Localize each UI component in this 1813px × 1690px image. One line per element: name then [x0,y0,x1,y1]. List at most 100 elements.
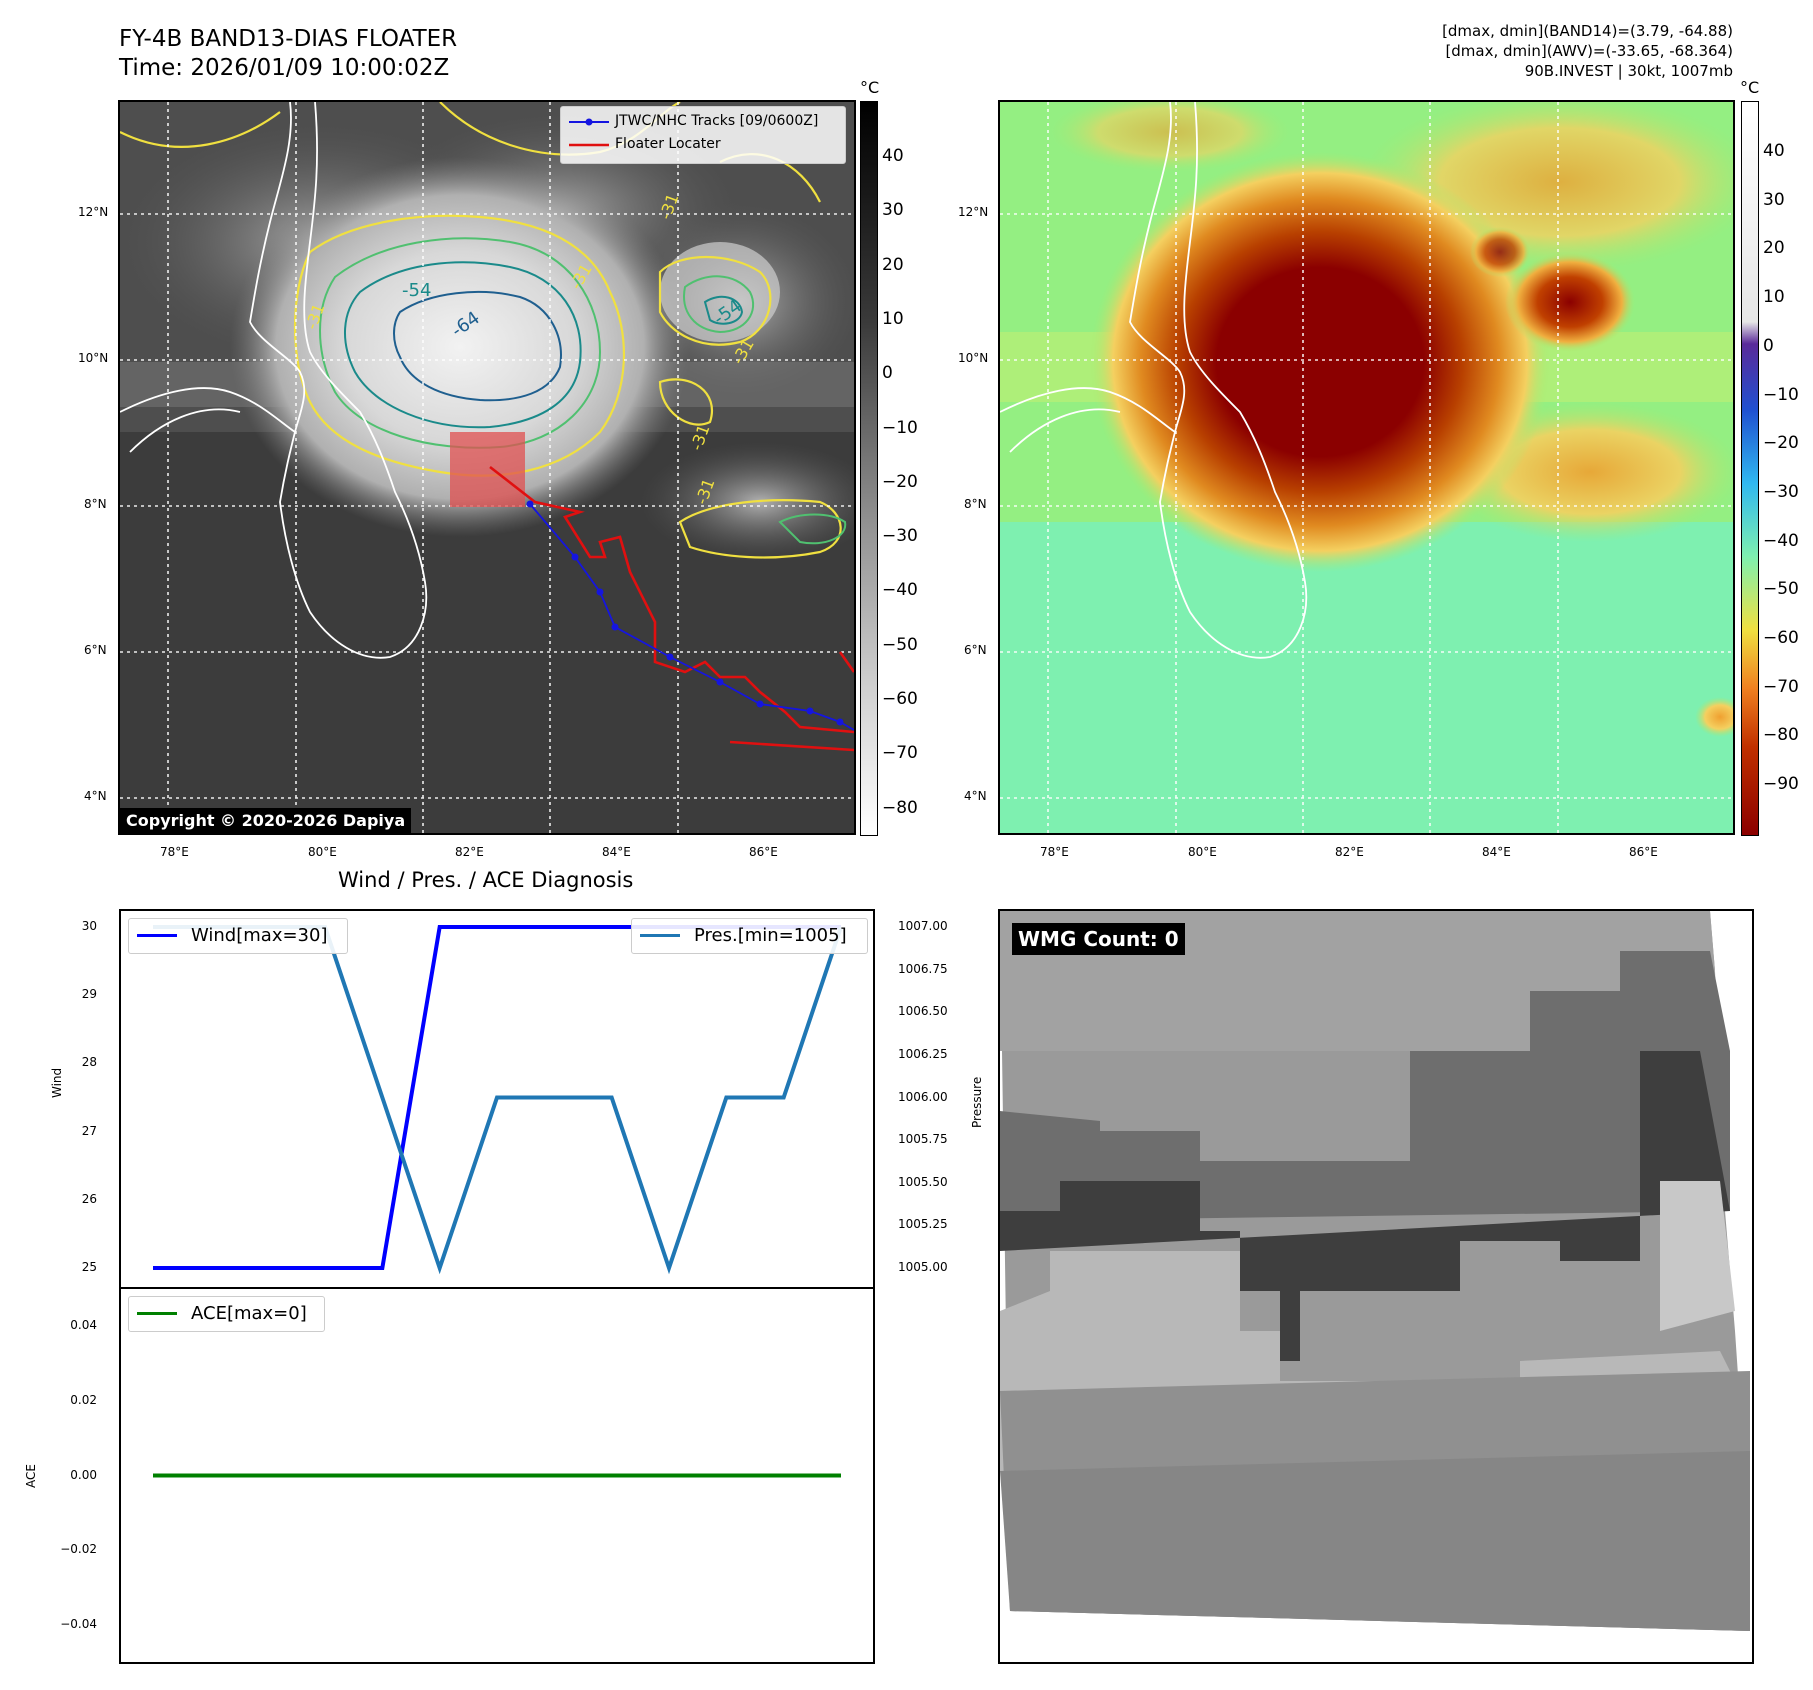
colorbar1-tick: −80 [882,797,918,818]
colorbar1-tick: 0 [882,363,893,384]
colorbar2-tick: 40 [1763,141,1785,161]
colorbar2 [1741,101,1759,836]
wind-legend: Wind[max=30] [128,918,348,954]
pressure-legend-swatch [640,934,680,937]
map-legend: JTWC/NHC Tracks [09/0600Z] Floater Locat… [560,106,846,164]
lon-tick: 82°E [455,845,484,859]
ace-axis-label: ACE [24,1464,38,1488]
pressure-axis-tick: 1006.75 [898,961,948,976]
ace-axis-tick: −0.02 [60,1542,97,1557]
lat-tick: 6°N [964,643,987,657]
colorbar1-tick: 30 [882,200,904,221]
colorbar2-tick: −50 [1763,579,1799,600]
wind-axis-tick: 26 [81,1191,97,1206]
lat-tick: 10°N [78,351,109,365]
colorbar2-tick: 30 [1763,189,1785,210]
colorbar1-tick: −20 [882,471,918,492]
lat-tick: 12°N [78,205,109,219]
track-legend-label: JTWC/NHC Tracks [09/0600Z] [615,113,819,129]
colorbar2-unit: °C [1740,78,1760,97]
diagnosis-divider [119,1287,875,1289]
floater-locator-box [450,432,525,507]
lat-tick: 8°N [84,497,107,511]
wmg-image [1000,911,1752,1662]
colorbar2-tick: −20 [1763,433,1799,454]
pressure-legend: Pres.[min=1005] [631,918,868,954]
wind-axis-tick: 28 [81,1055,97,1070]
ace-legend: ACE[max=0] [128,1296,325,1332]
colorbar1 [860,101,878,836]
colorbar2-tick: −80 [1763,725,1799,746]
pressure-axis-tick: 1005.50 [898,1174,948,1189]
dmax-band14: [dmax, dmin](BAND14)=(3.79, -64.88) [1442,22,1733,40]
contour-label: -54 [402,280,432,301]
colorbar1-unit: °C [860,78,880,97]
locator-legend-label: Floater Locater [615,136,721,152]
colorbar1-tick: −60 [882,689,918,709]
diagnosis-title: Wind / Pres. / ACE Diagnosis [338,868,634,892]
colorbar1-tick: −10 [882,417,918,438]
pressure-axis-tick: 1005.75 [898,1132,948,1147]
colorbar1-tick: 40 [882,146,904,166]
wind-axis-tick: 25 [81,1260,97,1274]
colorbar2-tick: −70 [1763,676,1799,697]
track-legend-swatch [569,118,609,126]
wind-legend-label: Wind[max=30] [191,925,328,946]
colorbar2-tick: −90 [1763,774,1799,795]
colorbar1-tick: −30 [882,526,918,547]
colorbar2-tick: −60 [1763,628,1799,648]
ace-axis-tick: 0.04 [70,1318,97,1333]
ace-axis-tick: −0.04 [60,1616,97,1631]
pressure-axis-tick: 1005.25 [898,1217,948,1232]
lon-tick: 80°E [1188,845,1217,859]
pressure-axis-tick: 1006.25 [898,1046,948,1061]
awv-map-panel [998,100,1735,835]
diagnosis-frame [119,909,875,1664]
colorbar2-tick: −40 [1763,530,1799,551]
pressure-axis-tick: 1006.00 [898,1089,948,1104]
colorbar1-tick: −70 [882,743,918,764]
ir-map-panel: -54 -64 -31 -31 -54 -31 -31 -31 -31 JTWC… [118,100,856,835]
dmax-awv: [dmax, dmin](AWV)=(-33.65, -68.364) [1445,42,1733,60]
lon-tick: 78°E [1040,845,1069,859]
figure-title: FY-4B BAND13-DIAS FLOATER [119,26,458,52]
pressure-series-line [153,925,843,1275]
colorbar2-tick: −30 [1763,481,1799,502]
colorbar1-tick: 10 [882,308,904,329]
pressure-axis-tick: 1007.00 [898,919,948,933]
lon-tick: 86°E [1629,845,1658,859]
ace-legend-swatch [137,1312,177,1315]
awv-map-image [1000,102,1733,833]
pressure-axis-tick: 1005.00 [898,1260,948,1274]
figure-time: Time: 2026/01/09 10:00:02Z [119,55,450,81]
colorbar2-tick: −10 [1763,384,1799,405]
wmg-count-badge: WMG Count: 0 [1012,923,1185,955]
copyright-badge: Copyright © 2020-2026 Dapiya [120,808,412,833]
lat-tick: 10°N [958,351,989,365]
colorbar1-tick: 20 [882,254,904,275]
wind-axis-tick: 30 [81,919,97,933]
lon-tick: 84°E [1482,845,1511,859]
lat-tick: 4°N [964,789,987,803]
lon-tick: 82°E [1335,845,1364,859]
pressure-axis-tick: 1006.50 [898,1004,948,1019]
colorbar2-tick: 10 [1763,287,1785,308]
wind-axis-tick: 29 [81,987,97,1002]
lat-tick: 8°N [964,497,987,511]
lat-tick: 6°N [84,643,107,657]
colorbar1-tick: −50 [882,634,918,655]
lon-tick: 78°E [160,845,189,859]
wind-axis-label: Wind [50,1067,64,1098]
colorbar2-tick: 0 [1763,335,1774,356]
lat-tick: 4°N [84,789,107,803]
wind-legend-swatch [137,934,177,937]
wind-axis-tick: 27 [81,1123,97,1138]
pressure-legend-label: Pres.[min=1005] [694,925,847,946]
ace-legend-label: ACE[max=0] [191,1303,307,1324]
lon-tick: 84°E [602,845,631,859]
colorbar2-tick: 20 [1763,238,1785,259]
ace-axis-tick: 0.02 [70,1392,97,1407]
lon-tick: 86°E [749,845,778,859]
wmg-panel: WMG Count: 0 [998,909,1754,1664]
pressure-axis-label: Pressure [970,1076,984,1128]
